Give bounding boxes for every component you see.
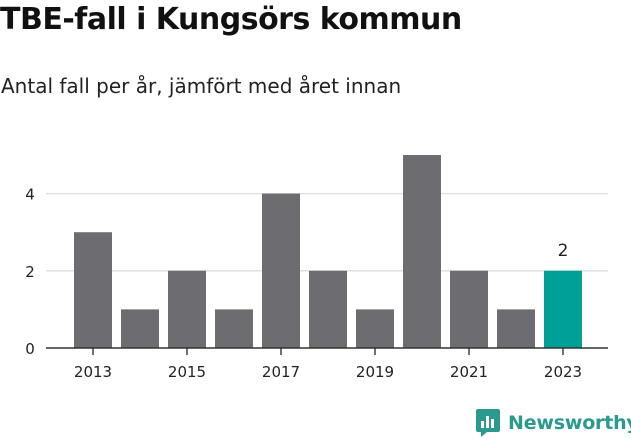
bar-2018 <box>309 270 347 348</box>
y-tick-label: 0 <box>25 340 35 358</box>
y-tick-label: 2 <box>25 263 35 281</box>
bars <box>74 155 582 348</box>
bar-2016 <box>215 309 253 348</box>
x-tick-label: 2023 <box>544 363 582 381</box>
x-tick-label: 2013 <box>74 363 112 381</box>
gridlines <box>46 192 608 272</box>
bar-2022 <box>497 309 535 348</box>
x-tick-label: 2021 <box>450 363 488 381</box>
data-label: 2 <box>558 241 569 261</box>
axes <box>46 347 608 355</box>
bar-2013 <box>74 232 112 348</box>
labels: 0 2 4 2013 2015 2017 2019 2021 2023 2 <box>25 186 582 381</box>
bar-2019 <box>356 309 394 348</box>
x-tick-label: 2017 <box>262 363 300 381</box>
brand-name: Newsworthy <box>508 412 631 434</box>
bar-2015 <box>168 270 206 348</box>
chart-subtitle: Antal fall per år, jämfört med året inna… <box>1 74 402 98</box>
bar-2023 <box>544 270 582 348</box>
chart-title: TBE-fall i Kungsörs kommun <box>0 2 462 37</box>
newsworthy-brand[interactable]: Newsworthy <box>475 407 631 439</box>
newsworthy-logo-icon <box>476 409 500 437</box>
bar-2021 <box>450 270 488 348</box>
bar-2014 <box>121 309 159 348</box>
x-tick-label: 2019 <box>356 363 394 381</box>
bar-2017 <box>262 193 300 348</box>
bar-2020 <box>403 155 441 348</box>
x-tick-label: 2015 <box>168 363 206 381</box>
y-tick-label: 4 <box>25 186 35 204</box>
